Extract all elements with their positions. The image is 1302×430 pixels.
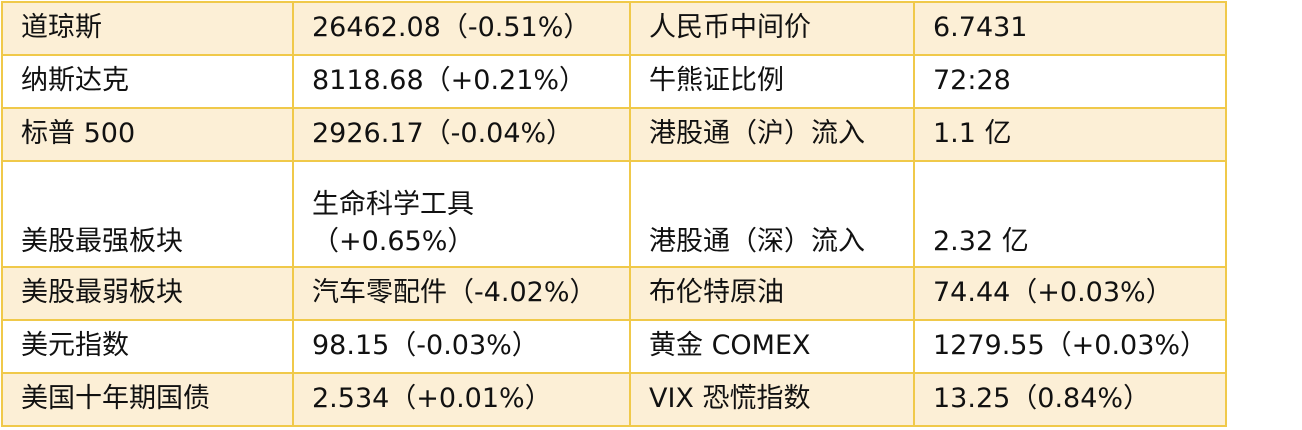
value: 2926.17（-0.04%） bbox=[292, 107, 631, 162]
table-row: 美股最弱板块 汽车零配件（-4.02%） 布伦特原油 74.44（+0.03%） bbox=[1, 266, 1227, 321]
table-row: 纳斯达克 8118.68（+0.21%） 牛熊证比例 72:28 bbox=[1, 54, 1227, 109]
value: 74.44（+0.03%） bbox=[913, 266, 1227, 321]
value: 98.15（-0.03%） bbox=[292, 319, 631, 374]
value: 汽车零配件（-4.02%） bbox=[292, 266, 631, 321]
label: 道琼斯 bbox=[1, 1, 294, 56]
value: 8118.68（+0.21%） bbox=[292, 54, 631, 109]
label: 美股最强板块 bbox=[1, 160, 294, 268]
value: 生命科学工具 （+0.65%） bbox=[292, 160, 631, 268]
value-line2: （+0.65%） bbox=[312, 225, 475, 257]
label: 美股最弱板块 bbox=[1, 266, 294, 321]
label: 港股通（深）流入 bbox=[629, 160, 915, 268]
label: VIX 恐慌指数 bbox=[629, 372, 915, 427]
value: 2.32 亿 bbox=[913, 160, 1227, 268]
label: 人民币中间价 bbox=[629, 1, 915, 56]
table-row: 标普 500 2926.17（-0.04%） 港股通（沪）流入 1.1 亿 bbox=[1, 107, 1227, 162]
label: 港股通（沪）流入 bbox=[629, 107, 915, 162]
market-table: 道琼斯 26462.08（-0.51%） 人民币中间价 6.7431 纳斯达克 … bbox=[1, 1, 1227, 427]
label: 美国十年期国债 bbox=[1, 372, 294, 427]
value: 2.534（+0.01%） bbox=[292, 372, 631, 427]
label: 布伦特原油 bbox=[629, 266, 915, 321]
table-row: 美国十年期国债 2.534（+0.01%） VIX 恐慌指数 13.25（0.8… bbox=[1, 372, 1227, 427]
value: 1.1 亿 bbox=[913, 107, 1227, 162]
label: 纳斯达克 bbox=[1, 54, 294, 109]
label: 标普 500 bbox=[1, 107, 294, 162]
value-line1: 生命科学工具 bbox=[312, 189, 474, 221]
label: 美元指数 bbox=[1, 319, 294, 374]
label: 牛熊证比例 bbox=[629, 54, 915, 109]
label: 黄金 COMEX bbox=[629, 319, 915, 374]
value: 6.7431 bbox=[913, 1, 1227, 56]
table-row: 道琼斯 26462.08（-0.51%） 人民币中间价 6.7431 bbox=[1, 1, 1227, 56]
value: 72:28 bbox=[913, 54, 1227, 109]
table-row: 美股最强板块 生命科学工具 （+0.65%） 港股通（深）流入 2.32 亿 bbox=[1, 160, 1227, 268]
value: 1279.55（+0.03%） bbox=[913, 319, 1227, 374]
value: 13.25（0.84%） bbox=[913, 372, 1227, 427]
value: 26462.08（-0.51%） bbox=[292, 1, 631, 56]
table-row: 美元指数 98.15（-0.03%） 黄金 COMEX 1279.55（+0.0… bbox=[1, 319, 1227, 374]
